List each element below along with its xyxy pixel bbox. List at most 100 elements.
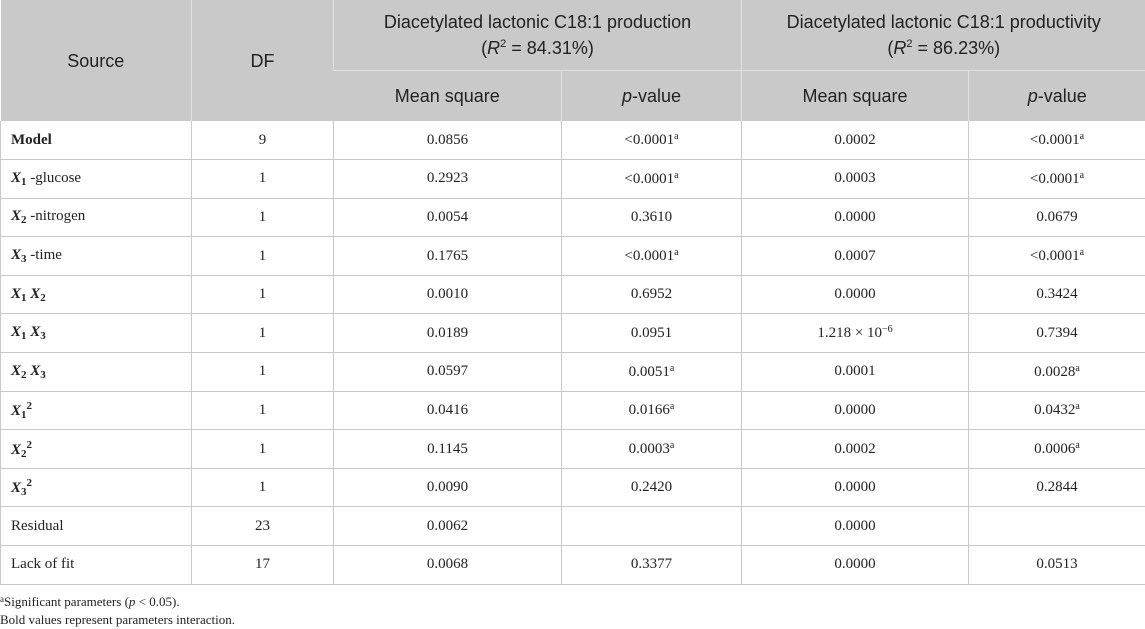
source-superscript: 2 (26, 438, 33, 451)
cell-mean-square-productivity: 1.218 × 10−6 (741, 313, 969, 354)
cell-mean-square-production: 0.0010 (333, 275, 562, 315)
source-subscript: 1 (21, 291, 27, 304)
header-productivity-r2-sup: 2 (906, 38, 913, 50)
table-row: X2 -nitrogen 1 0.0054 0.3610 0.0000 0.0679 (0, 198, 1145, 238)
source-text: Residual (11, 517, 64, 534)
source-subscript: 3 (40, 368, 46, 381)
cell-df: 1 (191, 391, 334, 431)
cell-p-value-productivity: 0.0513 (968, 545, 1145, 585)
footnote-marker: a (1075, 440, 1080, 452)
cell-mean-square-productivity: 0.0000 (741, 275, 969, 315)
table-row: Residual 23 0.0062 0.0000 (0, 506, 1145, 547)
source-subscript: 1 (21, 408, 27, 421)
cell-mean-square-productivity: 0.0000 (741, 545, 969, 585)
source-superscript: 2 (26, 477, 33, 490)
cell-mean-square-production: 0.0189 (333, 313, 562, 354)
cell-source: X22 (0, 429, 192, 469)
header-productivity-r2-value: = 86.23%) (912, 38, 1001, 58)
header-p-value-2: p-value (968, 70, 1145, 121)
source-variable: X (11, 169, 22, 186)
cell-p-value-production: 0.0003a (561, 429, 742, 469)
table-body: Model 9 0.0856 <0.0001a 0.0002 <0.0001a X1 -gl… (0, 121, 1145, 585)
source-text: -time (26, 247, 62, 264)
source-variable: X (11, 247, 22, 264)
table-row: Model 9 0.0856 <0.0001a 0.0002 <0.0001a (0, 121, 1145, 161)
cell-mean-square-productivity: 0.0000 (741, 468, 969, 508)
table-row: X1 -glucose 1 0.2923 <0.0001a 0.0003 <0.0001a (0, 159, 1145, 199)
cell-df: 1 (191, 313, 334, 354)
cell-mean-square-production: 0.0062 (333, 506, 562, 547)
cell-mean-square-production: 0.0597 (333, 352, 562, 392)
footnote-marker: a (1079, 131, 1085, 143)
cell-p-value-productivity: 0.7394 (968, 313, 1145, 354)
cell-mean-square-productivity: 0.0007 (741, 236, 969, 276)
source-subscript: 1 (21, 175, 27, 188)
cell-mean-square-production: 0.0054 (333, 198, 562, 238)
cell-df: 1 (191, 468, 334, 508)
cell-p-value-productivity: <0.0001a (968, 236, 1145, 276)
table-row: X2 X3 1 0.0597 0.0051a 0.0001 0.0028a (0, 352, 1145, 392)
footnote-marker: a (674, 131, 679, 143)
cell-p-value-production: 0.3610 (561, 198, 742, 238)
cell-source: X1 -glucose (0, 159, 192, 199)
cell-source: X1 X2 (0, 275, 192, 315)
cell-p-value-production: 0.6952 (561, 275, 742, 315)
header-mean-square-1: Mean square (333, 70, 562, 121)
source-variable: X (11, 285, 22, 302)
cell-p-value-productivity: 0.2844 (968, 468, 1145, 508)
cell-df: 1 (191, 236, 334, 276)
source-subscript: 3 (21, 253, 27, 266)
table-footnotes: aSignificant parameters (p < 0.05). Bold… (0, 590, 235, 629)
cell-mean-square-production: 0.0090 (333, 468, 562, 508)
cell-p-value-production: 0.0951 (561, 313, 742, 354)
cell-mean-square-production: 0.1765 (333, 236, 562, 276)
table-row: X1 X3 1 0.0189 0.0951 1.218 × 10−6 0.7394 (0, 313, 1145, 354)
cell-source: X3 -time (0, 236, 192, 276)
cell-p-value-productivity: 0.3424 (968, 275, 1145, 315)
cell-mean-square-production: 0.2923 (333, 159, 562, 199)
header-productivity-r2-label: R (893, 38, 907, 58)
cell-df: 1 (191, 275, 334, 315)
header-production-r2-value: = 84.31%) (506, 38, 594, 58)
cell-p-value-productivity: 0.0679 (968, 198, 1145, 238)
cell-df: 17 (191, 545, 334, 585)
cell-df: 1 (191, 429, 334, 469)
header-source: Source (0, 0, 192, 121)
cell-source: X32 (0, 468, 192, 508)
cell-mean-square-productivity: 0.0002 (741, 429, 969, 469)
cell-source: X2 -nitrogen (0, 198, 192, 238)
source-subscript: 3 (40, 330, 46, 343)
cell-df: 9 (191, 121, 334, 161)
cell-mean-square-productivity: 0.0000 (741, 198, 969, 238)
cell-source: Model (0, 121, 192, 161)
source-variable: X (11, 441, 22, 458)
cell-source: Residual (0, 506, 192, 547)
cell-source: X2 X3 (0, 352, 192, 392)
cell-mean-square-production: 0.0856 (333, 121, 562, 161)
footnote-marker: a (674, 169, 679, 181)
table-row: X22 1 0.1145 0.0003a 0.0002 0.0006a (0, 429, 1145, 469)
cell-source: Lack of fit (0, 545, 192, 585)
header-mean-square-2: Mean square (741, 70, 969, 121)
source-subscript: 3 (21, 486, 27, 499)
source-variable: X (11, 324, 22, 341)
header-production-title: Diacetylated lactonic C18:1 production (383, 12, 692, 32)
footnote-marker: a (1075, 362, 1080, 374)
cell-p-value-productivity: 0.0432a (968, 391, 1145, 431)
cell-source: X1 X3 (0, 313, 192, 354)
footnote-marker: a (674, 247, 679, 259)
cell-p-value-productivity (968, 506, 1145, 547)
footnote-significance: aSignificant parameters (p < 0.05). (0, 594, 180, 609)
table-header: Source DF Diacetylated lactonic C18:1 pr… (0, 0, 1145, 121)
footnote-marker: a (1079, 247, 1085, 259)
cell-p-value-production: 0.3377 (561, 545, 742, 585)
footnote-marker: a (1075, 401, 1080, 413)
source-subscript: 2 (21, 214, 27, 227)
cell-p-value-production: <0.0001a (561, 159, 742, 199)
source-variable: X (11, 480, 22, 497)
source-subscript: 2 (21, 368, 27, 381)
cell-p-value-production (561, 506, 742, 547)
source-text: -nitrogen (26, 208, 86, 225)
cell-p-value-production: 0.2420 (561, 468, 742, 508)
source-text: Model (11, 131, 52, 148)
